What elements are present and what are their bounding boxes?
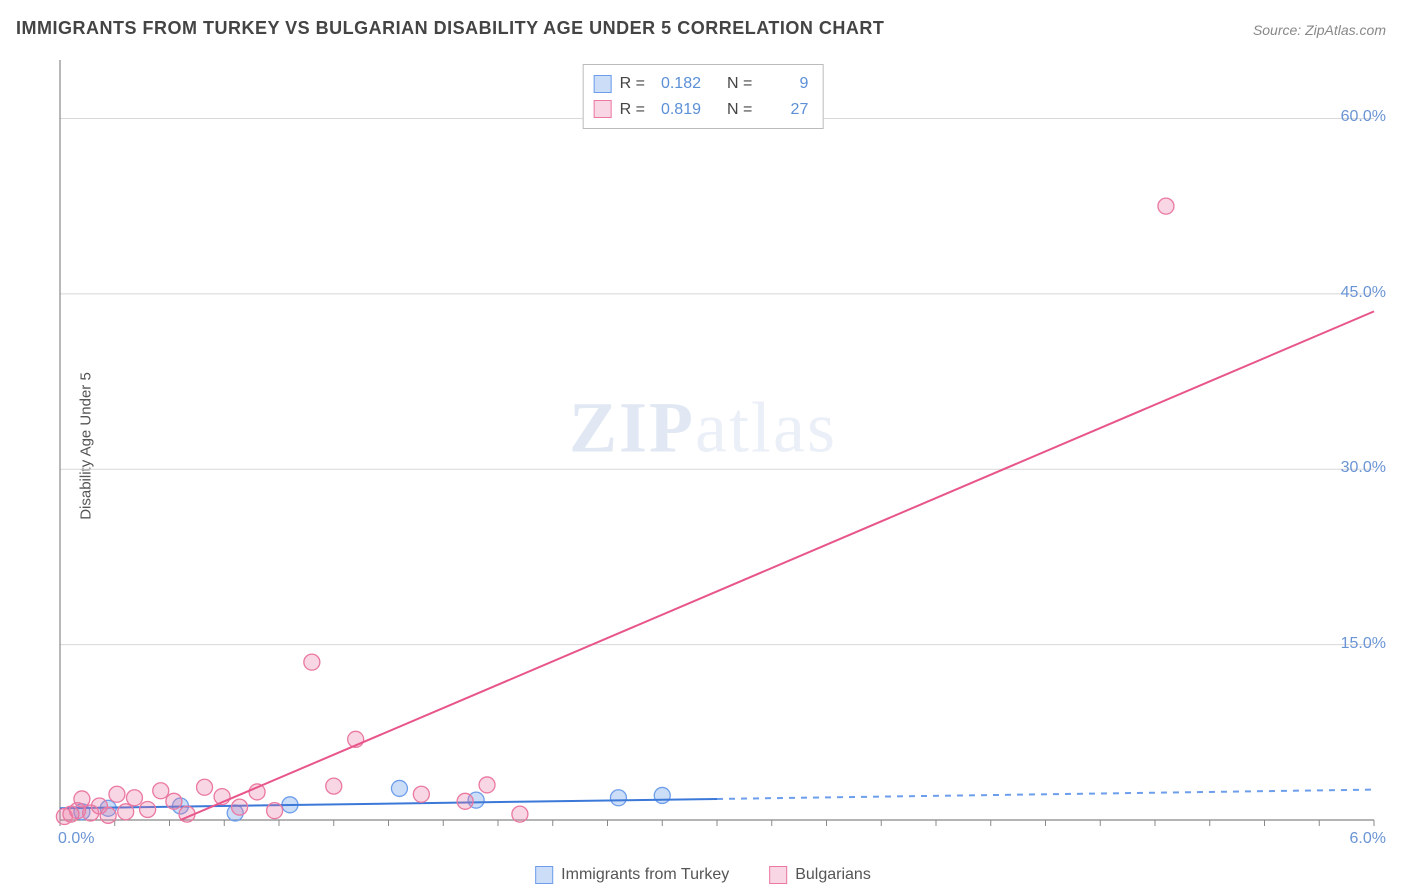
legend-label-turkey: Immigrants from Turkey	[561, 866, 729, 884]
n-value-bulgarians: 27	[760, 97, 808, 123]
n-value-turkey: 9	[760, 71, 808, 97]
r-value-bulgarians: 0.819	[653, 97, 701, 123]
legend-item-turkey: Immigrants from Turkey	[535, 866, 729, 884]
stats-row-bulgarians: R = 0.819 N = 27	[594, 97, 809, 123]
swatch-bulgarians	[594, 100, 612, 118]
r-label-bulgarians: R =	[620, 97, 645, 123]
plot-svg	[52, 60, 1382, 850]
legend-item-bulgarians: Bulgarians	[769, 866, 871, 884]
stats-row-turkey: R = 0.182 N = 9	[594, 71, 809, 97]
plot-area	[52, 60, 1382, 850]
x-tick-label-max: 6.0%	[1350, 830, 1386, 848]
n-label-turkey: N =	[727, 71, 752, 97]
legend-swatch-bulgarians	[769, 866, 787, 884]
x-tick-label-min: 0.0%	[58, 830, 94, 848]
chart-container: IMMIGRANTS FROM TURKEY VS BULGARIAN DISA…	[0, 0, 1406, 892]
legend-swatch-turkey	[535, 866, 553, 884]
swatch-turkey	[594, 75, 612, 93]
source-attribution: Source: ZipAtlas.com	[1253, 22, 1386, 38]
chart-title: IMMIGRANTS FROM TURKEY VS BULGARIAN DISA…	[16, 18, 884, 39]
y-tick-label: 60.0%	[1341, 108, 1386, 126]
y-tick-label: 15.0%	[1341, 635, 1386, 653]
series-legend: Immigrants from Turkey Bulgarians	[535, 866, 871, 884]
r-label-turkey: R =	[620, 71, 645, 97]
legend-label-bulgarians: Bulgarians	[795, 866, 871, 884]
n-label-bulgarians: N =	[727, 97, 752, 123]
r-value-turkey: 0.182	[653, 71, 701, 97]
y-tick-label: 30.0%	[1341, 459, 1386, 477]
y-tick-label: 45.0%	[1341, 284, 1386, 302]
stats-legend: R = 0.182 N = 9 R = 0.819 N = 27	[583, 64, 824, 129]
